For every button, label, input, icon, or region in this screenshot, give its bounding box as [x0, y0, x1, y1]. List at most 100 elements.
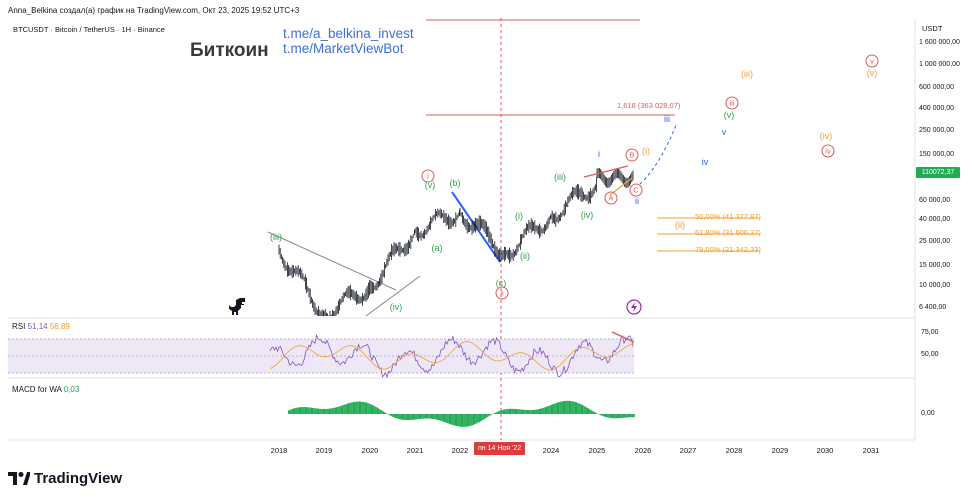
macd-bar [331, 408, 333, 414]
macd-bar [450, 414, 452, 425]
macd-bar [360, 401, 362, 414]
trend-line-2 [365, 275, 421, 317]
macd-bar [464, 414, 466, 427]
macd-bar [606, 414, 608, 418]
macd-bar [355, 401, 357, 414]
macd-bar [369, 403, 371, 414]
symbol-info[interactable]: BTCUSDT · Bitcoin / TetherUS · 1H · Bina… [13, 25, 165, 34]
macd-bar [404, 414, 406, 421]
macd-bar [463, 414, 465, 427]
macd-bar [361, 401, 363, 414]
macd-bar [327, 408, 329, 414]
macd-bar [303, 407, 305, 414]
macd-bar [586, 407, 588, 414]
wave-label: (iv) [580, 210, 594, 220]
macd-bar [396, 414, 398, 419]
macd-bar [394, 414, 396, 418]
macd-bar [456, 414, 458, 427]
macd-bar [469, 414, 471, 427]
macd-tick: 0,00 [921, 410, 935, 417]
flash-icon[interactable] [626, 299, 642, 315]
macd-bar [440, 414, 442, 421]
macd-bar [471, 414, 473, 426]
year-tick: 2031 [862, 446, 880, 455]
fib-label: 1,618 (363 028,07) [617, 101, 681, 110]
price-tick: 400 000,00 [919, 105, 955, 112]
macd-bar [447, 414, 449, 424]
macd-bar [583, 405, 585, 414]
macd-bar [501, 410, 503, 414]
macd-bar [475, 414, 477, 424]
macd-bar [513, 408, 515, 414]
macd-bar [572, 401, 574, 414]
macd-bar [351, 402, 353, 414]
macd-bar [570, 400, 572, 414]
macd-bar [381, 410, 383, 414]
macd-bar [338, 406, 340, 414]
macd-bar [488, 414, 490, 417]
macd-bar [496, 411, 498, 414]
macd-bar [500, 410, 502, 414]
macd-bar [481, 414, 483, 421]
macd-bar [382, 411, 384, 414]
year-tick: 2025 [588, 446, 606, 455]
macd-bar [580, 404, 582, 414]
projection-path [639, 124, 677, 185]
macd-bar [374, 406, 376, 414]
macd-bar [602, 414, 604, 417]
telegram-link-2[interactable]: t.me/MarketViewBot [283, 41, 404, 56]
macd-bar [307, 407, 309, 414]
macd-bar [472, 414, 474, 425]
macd-bar [547, 406, 549, 414]
tradingview-brand: TradingView [34, 470, 123, 487]
macd-bar [568, 400, 570, 414]
currency-label: USDT [922, 24, 943, 33]
macd-bar [556, 402, 558, 414]
wave-label: (ii) [675, 220, 685, 230]
macd-bar [392, 414, 394, 417]
macd-bar [477, 414, 479, 423]
wave-label: B [625, 148, 639, 162]
macd-bar [405, 414, 407, 421]
tradingview-logo[interactable]: TradingView [8, 470, 122, 487]
macd-bar [368, 403, 370, 414]
rsi-name: RSI [12, 322, 26, 331]
macd-bar [416, 414, 418, 420]
wave-label: ii [495, 286, 509, 300]
macd-bar [436, 414, 438, 420]
macd-bar [519, 409, 521, 414]
macd-bar [438, 414, 440, 421]
macd-bar [510, 408, 512, 414]
macd-bar [499, 410, 501, 414]
macd-bar [526, 410, 528, 414]
macd-bar [357, 401, 359, 414]
tradingview-logo-icon [8, 472, 30, 485]
macd-bar [363, 402, 365, 414]
rsi-tick: 75,00 [921, 329, 939, 336]
macd-legend[interactable]: MACD for WA 0,03 [12, 385, 79, 394]
macd-bar [474, 414, 476, 425]
price-tick: 60 000,00 [919, 197, 951, 204]
macd-bar [334, 407, 336, 414]
fib-label: 61,80% (31 606,37) [695, 228, 761, 237]
macd-bar [321, 408, 323, 414]
telegram-link-1[interactable]: t.me/a_belkina_invest [283, 26, 414, 41]
macd-bar [465, 414, 467, 427]
year-tick: 2022 [451, 446, 469, 455]
year-tick: 2019 [315, 446, 333, 455]
macd-bar [354, 401, 356, 414]
macd-bar [529, 410, 531, 414]
macd-bar [376, 407, 378, 414]
macd-bar [420, 414, 422, 419]
macd-bar [548, 405, 550, 414]
macd-name: MACD for WA [12, 385, 62, 394]
macd-bar [554, 403, 556, 414]
macd-bar [302, 407, 304, 414]
macd-bar [508, 408, 510, 414]
macd-value: 0,03 [63, 385, 80, 394]
rsi-legend[interactable]: RSI 51,14 58,89 [12, 322, 70, 331]
chart-title: Биткоин [190, 40, 269, 61]
macd-bar [399, 414, 401, 420]
macd-bar [372, 405, 374, 414]
